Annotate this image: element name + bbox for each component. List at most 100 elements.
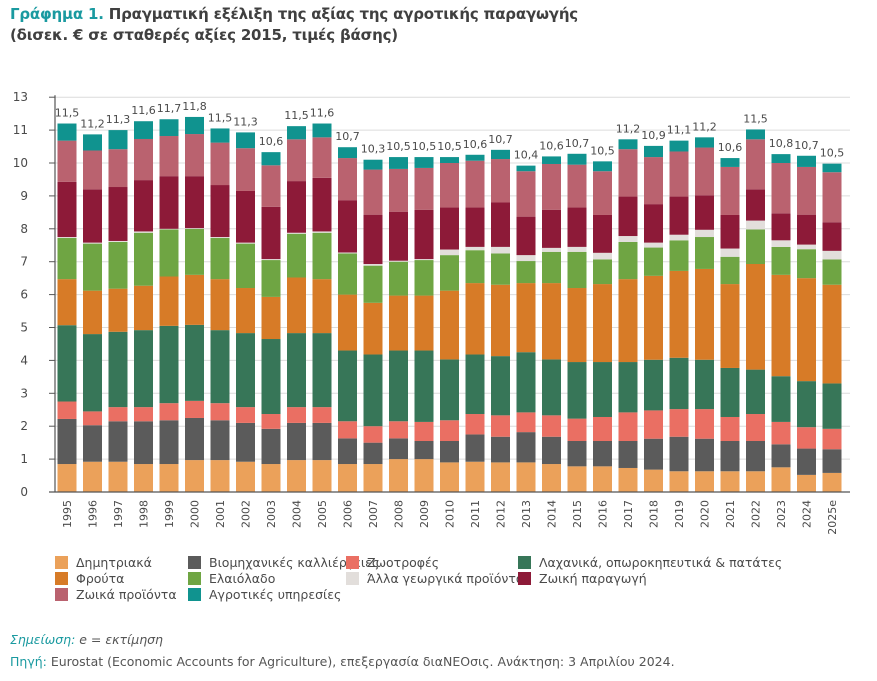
legend-label: Φρούτα: [76, 571, 125, 586]
bar-segment: [338, 294, 357, 351]
x-tick-label: 1999: [163, 500, 176, 528]
total-data-label: 11,7: [157, 102, 182, 115]
bar-segment: [440, 441, 459, 463]
x-tick-label: 2006: [342, 500, 355, 528]
bar-segment: [363, 302, 383, 355]
bar-segment: [542, 359, 561, 416]
bar-segment: [695, 229, 714, 238]
bar-stack-2015: [567, 153, 587, 492]
bar-segment: [108, 130, 128, 150]
legend-label: Ελαιόλαδο: [209, 571, 276, 586]
bar-segment: [159, 228, 179, 230]
bar-segment: [363, 159, 383, 170]
bar-segment: [287, 333, 306, 408]
bar-segment: [516, 432, 536, 463]
bar-segment: [491, 462, 510, 492]
bar-segment: [567, 207, 587, 247]
bar-segment: [746, 264, 765, 370]
total-data-label: 10,7: [794, 139, 819, 152]
bar-segment: [363, 264, 383, 266]
bar-segment: [440, 290, 459, 360]
bar-segment: [414, 350, 434, 422]
bar-stack-2017: [618, 139, 638, 492]
bar-segment: [695, 359, 714, 410]
bar-stack-2022: [746, 129, 765, 492]
bar-segment: [746, 471, 765, 492]
bar-segment: [338, 464, 357, 492]
bar-segment: [414, 459, 434, 492]
bar-stack-2006: [338, 147, 357, 492]
bar-segment: [108, 187, 128, 241]
bar-segment: [108, 241, 128, 289]
bar-segment: [83, 243, 102, 291]
bar-segment: [312, 232, 332, 280]
bar-segment: [134, 407, 153, 422]
x-tick-label: 2005: [316, 500, 329, 528]
bar-segment: [414, 295, 434, 351]
bar-stack-2005: [312, 123, 332, 492]
bar-segment: [491, 253, 510, 285]
bar-segment: [83, 334, 102, 412]
bar-segment: [465, 434, 485, 462]
bar-segment: [644, 242, 663, 248]
bar-segment: [567, 362, 587, 419]
bar-segment: [57, 123, 77, 141]
bar-segment: [618, 196, 638, 237]
bar-segment: [57, 279, 77, 326]
bar-segment: [593, 284, 612, 363]
x-tick-label: 2010: [444, 500, 457, 528]
legend-swatch: [346, 572, 359, 585]
bar-segment: [363, 214, 383, 265]
bar-segment: [542, 464, 561, 492]
bar-segment: [236, 132, 255, 149]
total-data-label: 10,5: [412, 140, 437, 153]
bar-segment: [593, 171, 612, 215]
bar-segment: [287, 181, 306, 233]
bar-stack-2020: [695, 137, 714, 492]
bar-segment: [593, 441, 612, 467]
x-tick-label: 2012: [495, 500, 508, 528]
bar-segment: [363, 354, 383, 427]
bar-segment: [593, 161, 612, 172]
bar-segment: [491, 356, 510, 416]
chart-title: Γράφημα 1. Πραγματική εξέλιξη της αξίας …: [10, 4, 578, 46]
bar-stack-2024: [797, 155, 816, 492]
bar-segment: [57, 181, 77, 238]
bar-segment: [261, 414, 281, 429]
bar-segment: [746, 129, 765, 140]
bar-segment: [567, 251, 587, 289]
bar-segment: [83, 134, 102, 151]
bar-segment: [542, 251, 561, 284]
bar-segment: [83, 461, 102, 492]
legend-label: Βιομηχανικές καλλιέργειες: [209, 555, 380, 570]
source-label: Πηγή:: [10, 654, 47, 669]
bar-segment: [746, 414, 765, 442]
bar-segment: [312, 137, 332, 178]
bar-segment: [338, 350, 357, 422]
bar-segment: [593, 416, 612, 442]
x-tick-label: 2020: [699, 500, 712, 528]
bar-segment: [159, 276, 179, 326]
bar-segment: [389, 438, 408, 460]
bar-segment: [516, 412, 536, 433]
bar-segment: [134, 121, 153, 139]
total-data-label: 10,7: [488, 133, 513, 146]
bar-segment: [567, 246, 587, 252]
bar-segment: [822, 472, 842, 492]
bar-segment: [669, 234, 689, 241]
bar-segment: [261, 464, 281, 492]
bar-segment: [465, 414, 485, 435]
bar-stack-2004: [287, 126, 306, 492]
bar-segment: [159, 119, 179, 137]
bar-segment: [822, 383, 842, 429]
bar-segment: [695, 409, 714, 439]
bar-segment: [236, 148, 255, 191]
bar-segment: [363, 426, 383, 443]
bar-segment: [771, 246, 791, 275]
x-tick-label: 2007: [367, 500, 380, 528]
bar-segment: [516, 352, 536, 413]
legend-item: Ζωικά προϊόντα: [55, 587, 177, 603]
bar-segment: [83, 189, 102, 243]
legend-item: Ζωική παραγωγή: [518, 571, 647, 587]
bar-segment: [287, 232, 306, 234]
